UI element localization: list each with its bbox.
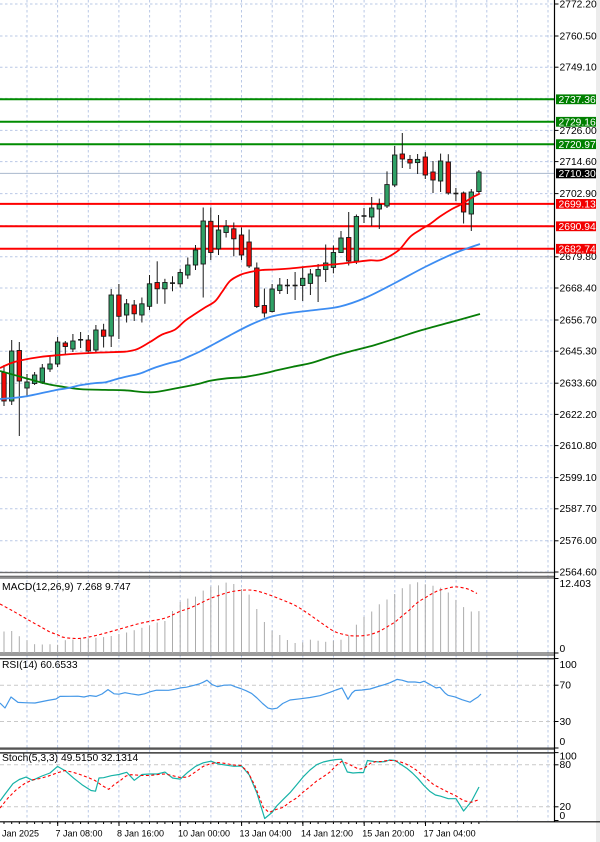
svg-text:8 Jan 16:00: 8 Jan 16:00: [117, 829, 164, 839]
svg-text:30: 30: [560, 717, 572, 728]
svg-text:0: 0: [560, 644, 566, 655]
svg-text:2690.94: 2690.94: [559, 222, 596, 233]
svg-text:2726.00: 2726.00: [560, 126, 597, 137]
svg-text:2714.60: 2714.60: [560, 157, 597, 168]
svg-text:17 Jan 04:00: 17 Jan 04:00: [424, 829, 476, 839]
svg-text:2749.10: 2749.10: [560, 63, 597, 74]
svg-text:100: 100: [560, 660, 577, 671]
svg-text:15 Jan 20:00: 15 Jan 20:00: [362, 829, 414, 839]
svg-text:2610.80: 2610.80: [560, 441, 597, 452]
svg-text:2702.90: 2702.90: [560, 189, 597, 200]
svg-text:MACD(12,26,9) 7.268 9.747: MACD(12,26,9) 7.268 9.747: [2, 582, 131, 593]
svg-text:80: 80: [560, 760, 572, 771]
svg-text:0: 0: [560, 811, 566, 822]
svg-text:2720.97: 2720.97: [559, 140, 596, 151]
svg-text:7 Jan 08:00: 7 Jan 08:00: [56, 829, 103, 839]
svg-text:20: 20: [560, 802, 572, 813]
svg-text:2682.74: 2682.74: [559, 244, 596, 255]
svg-text:70: 70: [560, 681, 572, 692]
svg-text:2599.10: 2599.10: [560, 473, 597, 484]
svg-text:2737.36: 2737.36: [559, 95, 596, 106]
svg-text:2587.70: 2587.70: [560, 504, 597, 515]
svg-text:13 Jan 04:00: 13 Jan 04:00: [240, 829, 292, 839]
svg-text:2633.60: 2633.60: [560, 379, 597, 390]
svg-text:10 Jan 00:00: 10 Jan 00:00: [178, 829, 230, 839]
svg-text:2710.30: 2710.30: [559, 169, 596, 180]
svg-text:0: 0: [560, 737, 566, 748]
svg-text:Stoch(5,3,3) 49.5150 32.1314: Stoch(5,3,3) 49.5150 32.1314: [2, 753, 139, 764]
svg-text:14 Jan 12:00: 14 Jan 12:00: [301, 829, 353, 839]
svg-text:2699.13: 2699.13: [559, 200, 596, 211]
svg-text:2656.70: 2656.70: [560, 315, 597, 326]
svg-text:2729.16: 2729.16: [559, 117, 596, 128]
svg-text:2645.30: 2645.30: [560, 347, 597, 358]
svg-text:2772.20: 2772.20: [560, 0, 597, 10]
svg-text:2564.60: 2564.60: [560, 567, 597, 578]
svg-text:2668.40: 2668.40: [560, 283, 597, 294]
svg-text:12.403: 12.403: [560, 579, 592, 590]
svg-text:Jan 2025: Jan 2025: [2, 829, 39, 839]
svg-text:2576.00: 2576.00: [560, 536, 597, 547]
svg-text:2679.80: 2679.80: [560, 252, 597, 263]
svg-text:100: 100: [560, 751, 577, 762]
svg-text:2622.20: 2622.20: [560, 410, 597, 421]
svg-text:2760.50: 2760.50: [560, 31, 597, 42]
svg-text:RSI(14) 60.6533: RSI(14) 60.6533: [2, 660, 78, 671]
